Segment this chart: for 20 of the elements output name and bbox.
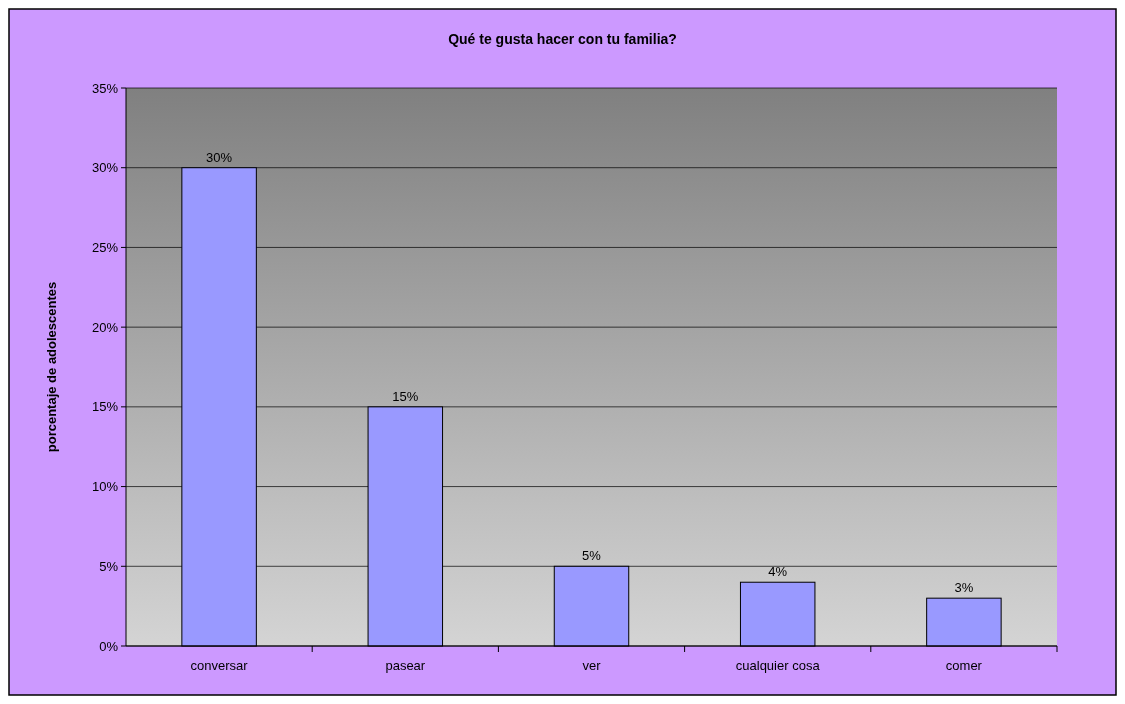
y-tick-label: 25%: [91, 239, 119, 255]
y-tick-label: 10%: [91, 479, 119, 495]
x-tick-label: pasear: [385, 658, 426, 673]
y-tick-label: 30%: [91, 160, 119, 176]
data-label: 30%: [206, 149, 233, 165]
y-tick-label: 15%: [91, 399, 119, 415]
chart-title: Qué te gusta hacer con tu familia?: [448, 31, 677, 47]
x-tick-label: ver: [582, 658, 602, 673]
x-tick-label: comer: [945, 658, 983, 673]
x-tick-label: conversar: [190, 658, 249, 673]
y-tick-label: 20%: [91, 319, 119, 335]
y-tick-label: 0%: [99, 638, 119, 654]
y-tick-label: 5%: [99, 558, 119, 574]
data-label: 15%: [392, 388, 419, 404]
data-label: 3%: [954, 580, 974, 596]
x-tick-label: cualquier cosa: [735, 658, 821, 673]
data-label: 4%: [768, 564, 788, 580]
y-axis-title: porcentaje de adolescentes: [44, 281, 59, 453]
y-tick-label: 35%: [91, 80, 119, 96]
data-label: 5%: [582, 548, 602, 564]
